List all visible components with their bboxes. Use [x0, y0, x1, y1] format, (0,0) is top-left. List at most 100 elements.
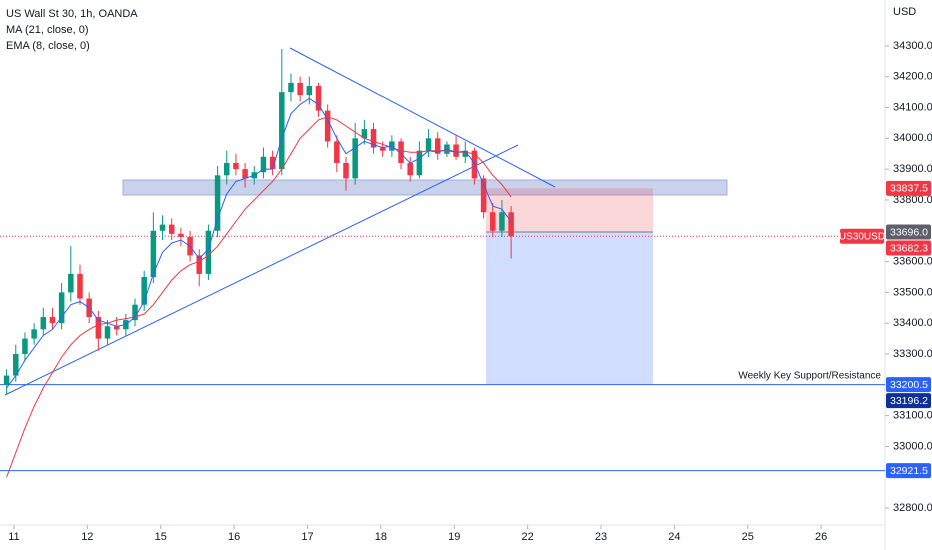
- indicator-label: MA (21, close, 0): [6, 24, 89, 36]
- candle-body: [132, 304, 138, 321]
- price-label-box: [886, 180, 931, 196]
- candle-body: [68, 273, 74, 293]
- candle-body: [297, 82, 303, 96]
- x-tick-label: 23: [595, 531, 607, 543]
- x-tick-label: 22: [521, 531, 533, 543]
- y-tick-label: 33600.0: [893, 255, 932, 267]
- trendlines: [4, 47, 556, 396]
- candle-body: [49, 317, 56, 324]
- x-tick-label: 18: [375, 531, 387, 543]
- indicator-label: EMA (8, close, 0): [6, 40, 90, 52]
- candle-body: [242, 169, 248, 179]
- candle-body: [490, 212, 496, 231]
- candle-body: [324, 110, 331, 142]
- currency: USD: [893, 6, 916, 18]
- candle-body: [416, 150, 423, 176]
- candle-body: [150, 230, 157, 277]
- price-label: 33837.5: [890, 183, 928, 195]
- candle-body: [425, 138, 432, 151]
- price-label: 33196.2: [890, 395, 928, 407]
- candle-body: [233, 162, 239, 170]
- price-label: 33200.5: [890, 379, 928, 391]
- supply-zone: [122, 179, 728, 196]
- price-label: 32921.5: [890, 465, 928, 477]
- candle-body: [40, 317, 47, 330]
- candle-body: [58, 292, 65, 324]
- candle-body: [159, 224, 166, 231]
- candle-body: [453, 144, 459, 157]
- price-label: 33682.3: [890, 242, 928, 254]
- candle-body: [370, 129, 377, 148]
- candle-body: [499, 212, 505, 231]
- indicator-line: [6, 97, 512, 389]
- candle-body: [95, 317, 102, 339]
- price-label-box: [886, 377, 931, 393]
- x-tick-label: 16: [228, 531, 240, 543]
- candle-body: [214, 175, 221, 231]
- candle-body: [269, 156, 276, 170]
- candle-body: [178, 233, 184, 237]
- x-tick-label: 11: [8, 531, 19, 543]
- candle-body: [31, 329, 37, 339]
- candle-body: [471, 150, 478, 179]
- candle-body: [13, 354, 19, 376]
- symbol-label: US30USD: [839, 231, 885, 242]
- y-tick-label: 33300.0: [893, 348, 932, 360]
- x-tick-label: 24: [668, 531, 680, 543]
- y-tick-label: 34300.0: [893, 40, 932, 52]
- candle-body: [279, 92, 285, 170]
- x-tick-label: 19: [448, 531, 460, 543]
- price-label-box: [886, 240, 931, 256]
- price-label-box: [886, 224, 931, 240]
- candle-body: [22, 338, 28, 355]
- symbol-label-box: [840, 228, 884, 244]
- x-tick-label: 26: [815, 531, 827, 543]
- price-label: 33696.0: [890, 226, 928, 238]
- y-tick-label: 33800.0: [893, 194, 932, 206]
- trendline: [4, 144, 519, 396]
- indicator-line: [6, 116, 512, 478]
- candle-body: [205, 230, 212, 274]
- x-tick-label: 12: [81, 531, 93, 543]
- price-label-box: [886, 463, 931, 479]
- chart-title: US Wall St 30, 1h, OANDA: [6, 8, 138, 20]
- candle-body: [288, 82, 294, 93]
- y-tick-label: 34100.0: [893, 101, 932, 113]
- candle-body: [434, 138, 441, 154]
- candle-body: [407, 162, 413, 176]
- y-tick-label: 33000.0: [893, 440, 932, 452]
- candle-body: [361, 129, 368, 139]
- target-zone: [486, 231, 653, 385]
- candle-body: [334, 141, 340, 163]
- candle-body: [343, 162, 349, 179]
- candle-body: [196, 255, 202, 274]
- candle-body: [77, 273, 83, 299]
- candle-body: [141, 276, 147, 305]
- y-tick-label: 34200.0: [893, 71, 932, 83]
- candle-body: [306, 85, 313, 96]
- candle-body: [379, 147, 386, 151]
- candle-body: [168, 224, 175, 234]
- candle-body: [398, 141, 404, 163]
- candle-body: [3, 375, 10, 385]
- candle-body: [260, 156, 267, 173]
- y-tick-label: 32800.0: [893, 502, 932, 514]
- candle-body: [104, 326, 111, 339]
- drawings: [122, 179, 728, 196]
- x-tick-label: 17: [301, 531, 313, 543]
- y-tick-label: 33900.0: [893, 163, 932, 175]
- y-tick-label: 34000.0: [893, 132, 932, 144]
- y-tick-label: 33500.0: [893, 286, 932, 298]
- y-tick-label: 33100.0: [893, 410, 932, 422]
- candle-body: [224, 162, 230, 176]
- y-tick-label: 33400.0: [893, 317, 932, 329]
- candle-body: [508, 212, 514, 237]
- trendline: [289, 47, 556, 188]
- annotation: Weekly Key Support/Resistance: [738, 370, 881, 381]
- position-tool: [486, 188, 653, 385]
- x-tick-label: 15: [155, 531, 167, 543]
- candle-body: [315, 85, 322, 111]
- candle-body: [113, 326, 120, 330]
